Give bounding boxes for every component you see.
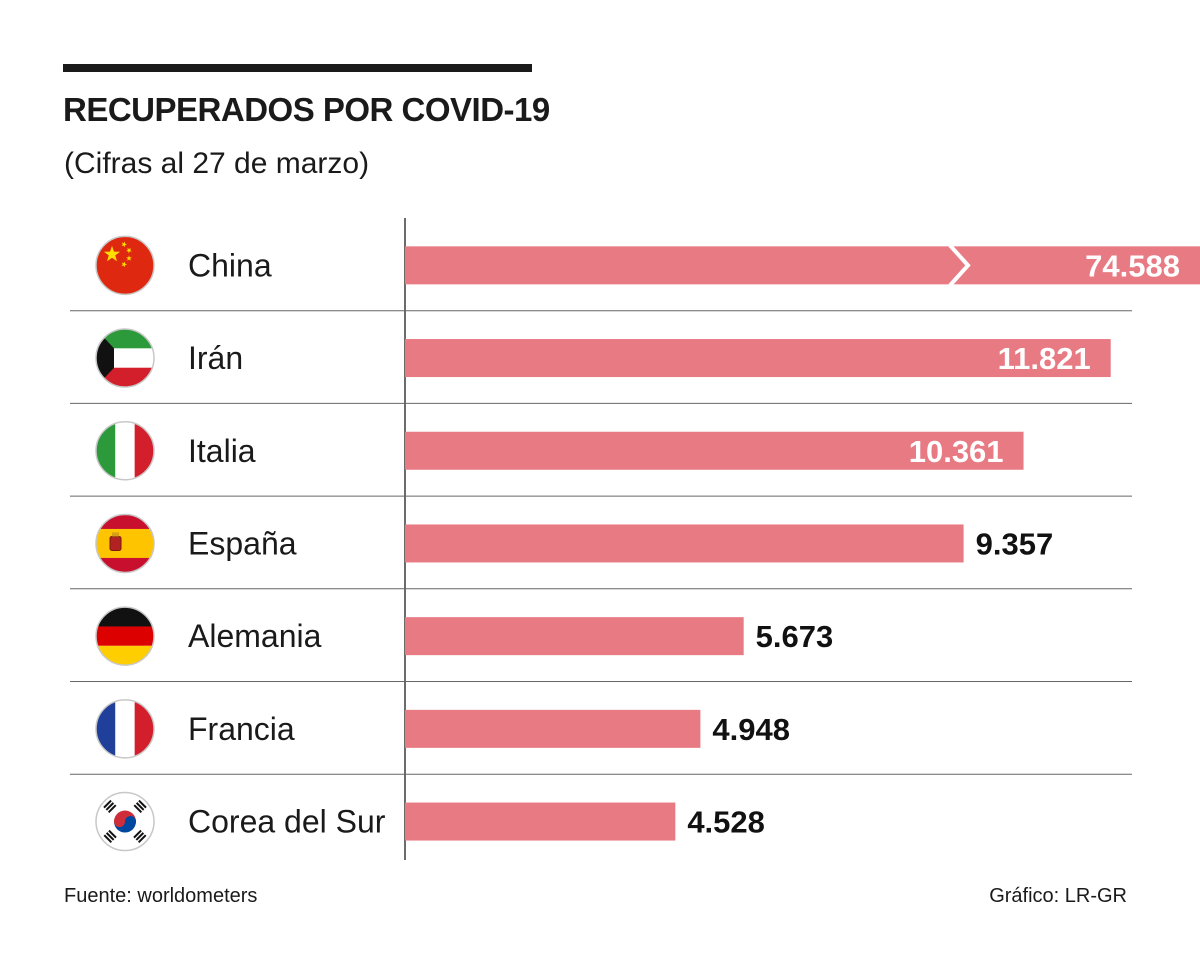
bar <box>405 802 676 841</box>
category-label: China <box>188 247 272 283</box>
value-label: 9.357 <box>976 526 1054 561</box>
bar <box>405 339 1111 378</box>
bar <box>405 709 701 748</box>
italy-flag-icon <box>95 421 155 481</box>
france-flag-icon <box>95 699 155 759</box>
graphic-credit: Gráfico: LR-GR <box>989 885 1127 907</box>
source-note: Fuente: worldometers <box>64 885 258 907</box>
chart-title: RECUPERADOS POR COVID-19 <box>63 91 550 128</box>
bar-break-marker <box>948 244 971 287</box>
bar <box>405 431 1024 470</box>
bar <box>405 617 744 656</box>
bar-row: Irán 11.821 <box>70 328 1132 404</box>
value-label: 74.588 <box>1085 248 1180 283</box>
bar-row: Corea del Sur 4.528 <box>95 791 765 852</box>
category-label: Francia <box>188 711 295 747</box>
bar <box>405 524 964 563</box>
china-flag-icon <box>95 235 155 296</box>
bar <box>405 246 1200 285</box>
value-label: 11.821 <box>998 341 1091 376</box>
category-label: Corea del Sur <box>188 804 386 840</box>
chart-subtitle: (Cifras al 27 de marzo) <box>64 147 370 180</box>
value-label: 4.948 <box>712 712 790 747</box>
value-label: 4.528 <box>687 805 765 840</box>
spain-flag-icon <box>95 513 155 574</box>
value-label: 10.361 <box>909 434 1004 469</box>
category-label: Italia <box>188 433 256 469</box>
bar-row: China 74.588 <box>70 235 1200 312</box>
bar-row: Italia 10.361 <box>70 421 1132 497</box>
south-korea-flag-icon <box>95 791 155 852</box>
top-rule <box>63 64 532 72</box>
germany-flag-icon <box>95 606 155 666</box>
category-label: España <box>188 525 297 561</box>
category-label: Alemania <box>188 618 322 654</box>
bar-row: España 9.357 <box>70 513 1132 590</box>
category-label: Irán <box>188 340 243 376</box>
iran-flag-icon <box>95 328 155 388</box>
bar-row: Alemania 5.673 <box>70 606 1132 682</box>
bar-row: Francia 4.948 <box>70 699 1132 775</box>
value-label: 5.673 <box>756 619 834 654</box>
